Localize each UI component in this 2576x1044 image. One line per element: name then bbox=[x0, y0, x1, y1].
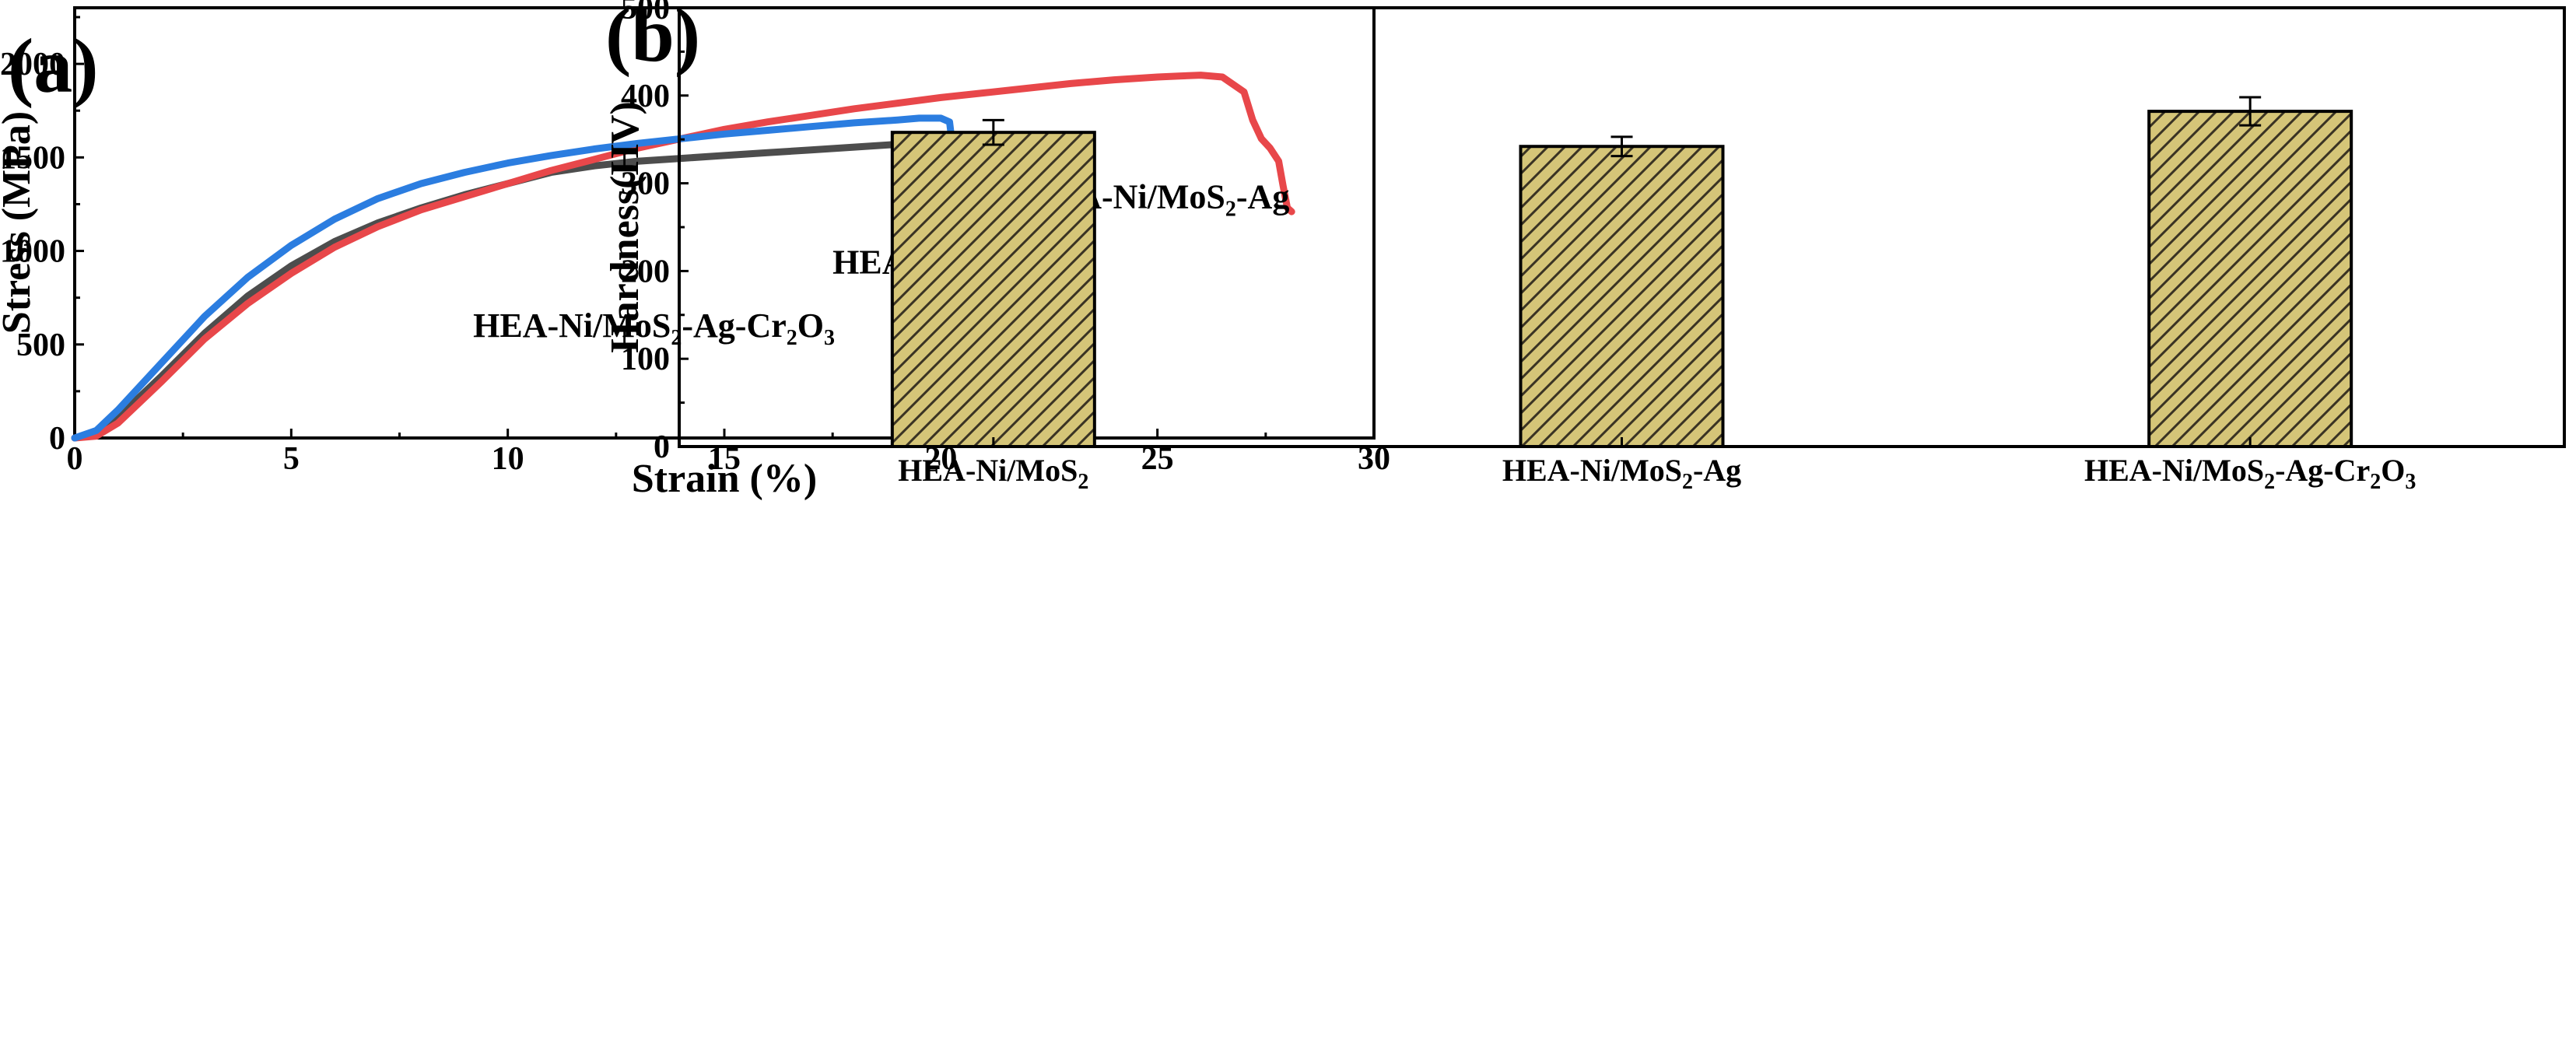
y-tick-label: 0 bbox=[654, 429, 670, 465]
y-tick-label: 300 bbox=[621, 166, 670, 202]
label-subscript: 3 bbox=[824, 326, 835, 350]
label-text: -Ag-Cr bbox=[682, 307, 786, 345]
label-text: -Ag-Cr bbox=[2275, 453, 2370, 488]
label-text: -Ag bbox=[1693, 453, 1741, 488]
bar-hea-ni-mos2-ag-cr2o3 bbox=[2147, 110, 2353, 448]
label-subscript: 2 bbox=[1682, 470, 1693, 494]
y-tick-label: 0 bbox=[49, 421, 65, 457]
y-tick-label: 500 bbox=[16, 328, 65, 363]
y-tick-label: 200 bbox=[621, 254, 670, 289]
y-tick-label: 500 bbox=[621, 0, 670, 26]
category-label-hea-ni-mos2-ag: HEA-Ni/MoS2-Ag bbox=[1502, 453, 1741, 494]
bar-hea-ni-mos2-ag bbox=[1519, 145, 1725, 448]
panel-a-curve-labels: HEA-Ni/MoS2HEA-Ni/MoS2-AgHEA-Ni/MoS2-Ag-… bbox=[473, 177, 1289, 350]
panel-b-bars bbox=[890, 96, 2353, 448]
x-tick-label: 5 bbox=[283, 441, 300, 477]
category-label-hea-ni-mos2-ag-cr2o3: HEA-Ni/MoS2-Ag-Cr2O3 bbox=[2084, 453, 2416, 494]
label-subscript: 2 bbox=[2264, 470, 2275, 494]
panel-a-y-ticks: 0 500 1000 1500 2000 bbox=[0, 16, 84, 457]
panel-a-x-axis-title: Strain (%) bbox=[632, 457, 817, 501]
label-subscript: 2 bbox=[787, 326, 797, 350]
y-tick-label: 1000 bbox=[0, 234, 65, 270]
panel-b-category-labels: HEA-Ni/MoS2 HEA-Ni/MoS2-Ag HEA-Ni/MoS2-Ag-… bbox=[898, 453, 2416, 494]
label-text: HEA-Ni/MoS bbox=[473, 307, 671, 345]
panel-b-label: (b) bbox=[605, 0, 700, 78]
label-text: HEA-Ni/MoS bbox=[1502, 453, 1682, 488]
panel-a-curves bbox=[71, 72, 1295, 442]
curve-label-hea-ni-mos2-ag-cr2o3: HEA-Ni/MoS2-Ag-Cr2O3 bbox=[473, 307, 835, 350]
y-tick-label: 100 bbox=[621, 342, 670, 377]
label-text: HEA-Ni/MoS bbox=[898, 453, 1078, 488]
label-subscript: 2 bbox=[1078, 470, 1088, 494]
y-tick-label: 1500 bbox=[0, 140, 65, 176]
panel-b-y-axis-title: Hardness(HV) bbox=[603, 101, 647, 353]
label-subscript: 3 bbox=[2405, 470, 2416, 494]
label-text: O bbox=[797, 307, 824, 345]
x-tick-label: 10 bbox=[492, 441, 524, 477]
label-text: HEA-Ni/MoS bbox=[2084, 453, 2264, 488]
y-tick-label: 2000 bbox=[0, 47, 65, 82]
y-tick-label: 400 bbox=[621, 79, 670, 114]
label-text: -Ag bbox=[1236, 177, 1289, 215]
label-subscript: 2 bbox=[2370, 470, 2381, 494]
label-subscript: 2 bbox=[1225, 197, 1236, 221]
x-tick-label: 0 bbox=[67, 441, 83, 477]
panel-b-y-ticks: 0 100 200 300 400 500 bbox=[621, 0, 689, 465]
curve-hea-ni-mos2-ag bbox=[71, 72, 1295, 442]
curve-hea-ni-mos2-ag-cr2o3 bbox=[71, 114, 960, 442]
bar-hea-ni-mos2 bbox=[890, 131, 1096, 448]
panel-a-frame bbox=[73, 6, 1376, 440]
category-label-hea-ni-mos2: HEA-Ni/MoS2 bbox=[898, 453, 1088, 494]
panel-a-y-axis-title: Stress (MPa) bbox=[0, 111, 39, 334]
curve-hea-ni-mos2 bbox=[71, 137, 1022, 442]
panel-a-label: (a) bbox=[8, 23, 99, 109]
label-text: O bbox=[2381, 453, 2405, 488]
